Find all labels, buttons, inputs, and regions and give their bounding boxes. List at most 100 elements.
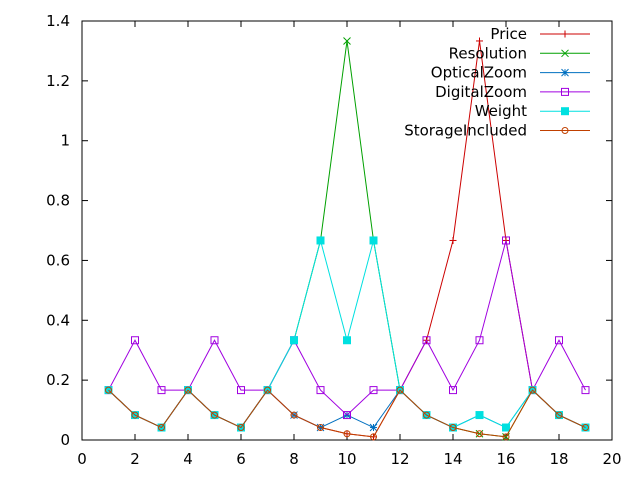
marker-shape <box>290 336 298 345</box>
series-line-weight <box>108 238 586 429</box>
data-point-storageincluded <box>423 411 430 419</box>
marker-shape <box>290 411 298 419</box>
marker-shape <box>210 336 219 345</box>
marker-shape <box>475 336 484 345</box>
marker-shape <box>555 411 563 419</box>
data-point-weight <box>316 236 325 245</box>
x-tick-label: 12 <box>390 450 409 468</box>
series-layer <box>104 37 590 441</box>
data-point-digitalzoom <box>316 386 325 395</box>
marker-shape <box>317 424 324 432</box>
legend-swatch-marker <box>561 87 569 96</box>
series-weight <box>104 236 590 432</box>
data-point-storageincluded <box>131 411 139 419</box>
data-point-storageincluded <box>476 430 483 438</box>
legend-swatch-marker <box>561 127 569 134</box>
x-tick-label: 8 <box>289 450 299 468</box>
marker-shape <box>370 433 377 441</box>
series-storageincluded <box>105 386 589 441</box>
legend-swatch-marker <box>561 107 569 116</box>
data-point-storageincluded <box>264 386 271 394</box>
data-point-digitalzoom <box>502 236 510 245</box>
marker-shape <box>343 430 351 438</box>
marker-shape <box>449 424 457 432</box>
marker-shape <box>423 411 430 419</box>
data-point-storageincluded <box>158 424 165 432</box>
legend-item-opticalzoom: OpticalZoom <box>431 64 590 82</box>
data-point-weight <box>290 336 298 345</box>
data-point-digitalzoom <box>422 336 431 345</box>
data-point-digitalzoom <box>581 386 590 395</box>
y-tick-label: 1.4 <box>46 12 70 30</box>
data-point-resolution <box>343 37 351 45</box>
marker-shape <box>237 424 245 432</box>
marker-shape <box>476 430 483 438</box>
x-tick-label: 10 <box>337 450 356 468</box>
series-digitalzoom <box>104 236 590 420</box>
marker-shape <box>422 336 431 345</box>
marker-shape <box>369 386 378 395</box>
data-point-weight <box>343 336 351 345</box>
marker-shape <box>369 236 378 245</box>
legend-label: OpticalZoom <box>431 64 527 82</box>
marker-shape <box>343 411 351 420</box>
marker-stroke <box>561 49 569 58</box>
data-point-digitalzoom <box>449 386 457 395</box>
marker-shape <box>502 423 510 432</box>
marker-shape <box>264 386 271 394</box>
legend-swatch-marker <box>561 49 569 58</box>
data-point-digitalzoom <box>369 386 378 395</box>
x-tick-label: 14 <box>443 450 462 468</box>
marker-shape <box>316 386 325 395</box>
data-point-storageincluded <box>555 411 563 419</box>
y-tick-label: 1 <box>60 132 70 150</box>
marker-stroke <box>343 37 351 45</box>
data-point-storageincluded <box>529 386 536 394</box>
data-point-price <box>476 37 483 45</box>
legend-item-weight: Weight <box>475 102 590 120</box>
data-point-storageincluded <box>211 411 218 419</box>
legend-swatch-marker <box>561 30 569 38</box>
data-point-storageincluded <box>370 433 377 441</box>
marker-shape <box>529 386 536 394</box>
legend-item-digitalzoom: DigitalZoom <box>435 83 590 101</box>
marker-stroke <box>369 423 378 432</box>
data-point-weight <box>475 411 484 420</box>
x-tick-label: 2 <box>130 450 140 468</box>
marker-shape <box>343 336 351 345</box>
data-point-storageincluded <box>290 411 298 419</box>
legend-label: StorageIncluded <box>404 122 527 140</box>
x-tick-label: 0 <box>77 450 87 468</box>
marker-shape <box>131 411 139 419</box>
marker-shape <box>316 236 325 245</box>
data-point-storageincluded <box>396 386 404 394</box>
y-tick-label: 0.2 <box>46 371 70 389</box>
legend-swatch-marker <box>561 68 569 77</box>
marker-shape <box>475 411 484 420</box>
legend-label: DigitalZoom <box>435 83 527 101</box>
y-tick-label: 0.6 <box>46 251 70 269</box>
data-point-digitalzoom <box>343 411 351 420</box>
series-opticalzoom <box>104 386 590 432</box>
legend-item-storageincluded: StorageIncluded <box>404 122 590 140</box>
data-point-storageincluded <box>105 386 112 394</box>
data-point-digitalzoom <box>131 336 139 345</box>
data-point-digitalzoom <box>237 386 245 395</box>
y-tick-label: 1.2 <box>46 72 70 90</box>
marker-shape <box>131 336 139 345</box>
data-point-storageincluded <box>184 386 192 394</box>
data-point-storageincluded <box>449 424 457 432</box>
marker-shape <box>561 107 569 116</box>
x-tick-label: 6 <box>236 450 246 468</box>
marker-shape <box>157 386 166 395</box>
x-tick-label: 18 <box>549 450 568 468</box>
data-point-storageincluded <box>502 433 510 441</box>
data-point-digitalzoom <box>475 336 484 345</box>
data-point-digitalzoom <box>555 336 563 345</box>
series-line-digitalzoom <box>108 240 586 416</box>
y-tick-label: 0.8 <box>46 192 70 210</box>
marker-shape <box>184 386 192 394</box>
legend-label: Price <box>490 25 527 43</box>
axis-ticks: 0 2 4 6 8 10 12 14 16 18 20 0 0.2 0.4 0.6 0.8 1 1.2 1.4 <box>46 12 621 468</box>
data-point-storageincluded <box>317 424 324 432</box>
